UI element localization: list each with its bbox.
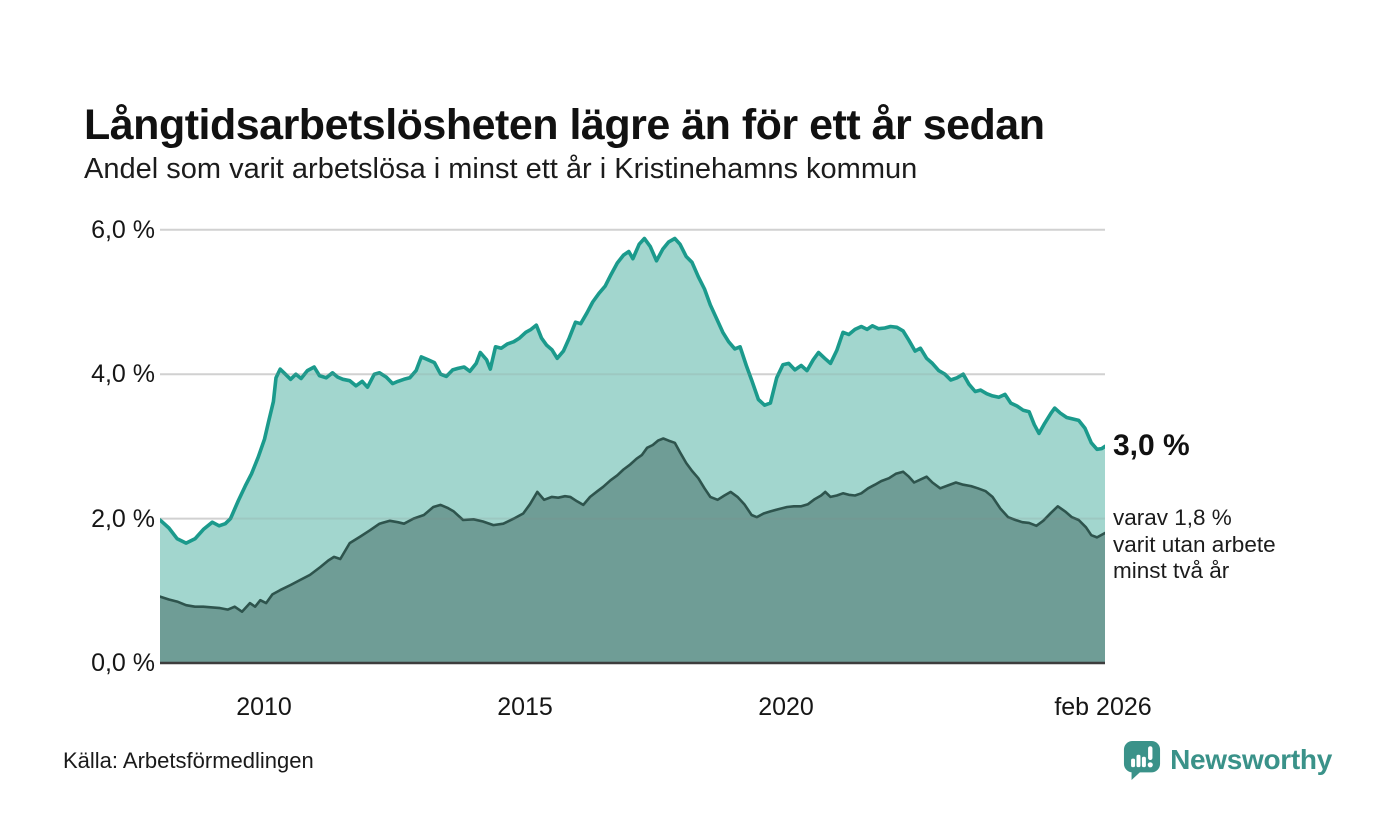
area-chart-svg [158, 228, 1107, 665]
series-line-1 [158, 236, 1107, 545]
latest-value-annotation: 3,0 % [1113, 429, 1190, 462]
y-axis-tick-label-6: 6,0 % [91, 216, 155, 244]
chart-subtitle: Andel som varit arbetslösa i minst ett å… [84, 153, 918, 185]
x-axis-tick-label-feb-2026: feb 2026 [1054, 693, 1152, 721]
newsworthy-bubble-chart-icon [1123, 740, 1161, 781]
series-area-2 [160, 438, 1105, 663]
x-axis-tick-label-2010: 2010 [236, 693, 292, 721]
x-axis-tick-label-2020: 2020 [758, 693, 814, 721]
y-axis-tick-label-0: 0,0 % [91, 649, 155, 677]
secondary-annotation: varav 1,8 % varit utan arbete minst två … [1113, 505, 1276, 585]
secondary-annotation-line-3: minst två år [1113, 558, 1230, 583]
y-axis-tick-label-4: 4,0 % [91, 360, 155, 388]
newsworthy-wordmark: Newsworthy [1170, 744, 1332, 775]
newsworthy-logo: Newsworthy [1123, 738, 1332, 782]
series-line-2 [158, 437, 1107, 613]
y-axis-tick-label-2: 2,0 % [91, 505, 155, 533]
secondary-annotation-line-1: varav 1,8 % [1113, 505, 1232, 530]
secondary-annotation-line-2: varit utan arbete [1113, 531, 1276, 557]
page-title: Långtidsarbetslösheten lägre än för ett … [84, 100, 1045, 149]
source-note: Källa: Arbetsförmedlingen [63, 748, 314, 773]
area-chart-plot [158, 228, 1107, 666]
x-axis-tick-label-2015: 2015 [497, 693, 553, 721]
